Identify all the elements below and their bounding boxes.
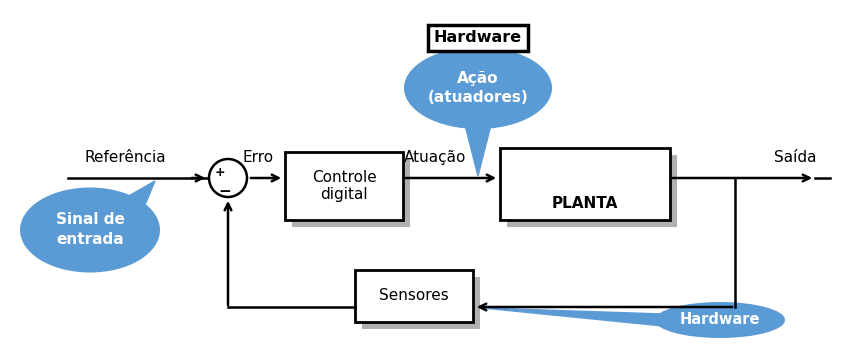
Polygon shape [464, 121, 492, 176]
FancyBboxPatch shape [428, 25, 528, 51]
FancyBboxPatch shape [507, 155, 677, 227]
Text: Sinal de: Sinal de [55, 213, 124, 228]
Text: Hardware: Hardware [434, 31, 522, 46]
Text: Saída: Saída [774, 150, 816, 165]
Text: Hardware: Hardware [680, 312, 760, 327]
FancyBboxPatch shape [292, 159, 410, 227]
Ellipse shape [404, 47, 552, 129]
Text: Sensores: Sensores [379, 289, 449, 303]
Text: −: − [218, 185, 231, 200]
Text: PLANTA: PLANTA [551, 196, 618, 211]
Text: Atuação: Atuação [404, 150, 466, 165]
FancyBboxPatch shape [500, 148, 670, 220]
FancyBboxPatch shape [285, 152, 403, 220]
Text: +: + [214, 166, 224, 179]
Text: (atuadores): (atuadores) [428, 89, 528, 104]
Text: Referência: Referência [85, 150, 166, 165]
Polygon shape [118, 181, 155, 212]
Text: Controle: Controle [312, 171, 376, 186]
Ellipse shape [655, 302, 785, 338]
Polygon shape [483, 308, 663, 326]
FancyBboxPatch shape [362, 277, 480, 329]
Ellipse shape [20, 187, 160, 272]
FancyBboxPatch shape [355, 270, 473, 322]
Circle shape [209, 159, 247, 197]
Text: Ação: Ação [457, 70, 499, 85]
Text: entrada: entrada [56, 233, 123, 247]
Text: digital: digital [320, 187, 368, 202]
Text: Erro: Erro [243, 150, 274, 165]
